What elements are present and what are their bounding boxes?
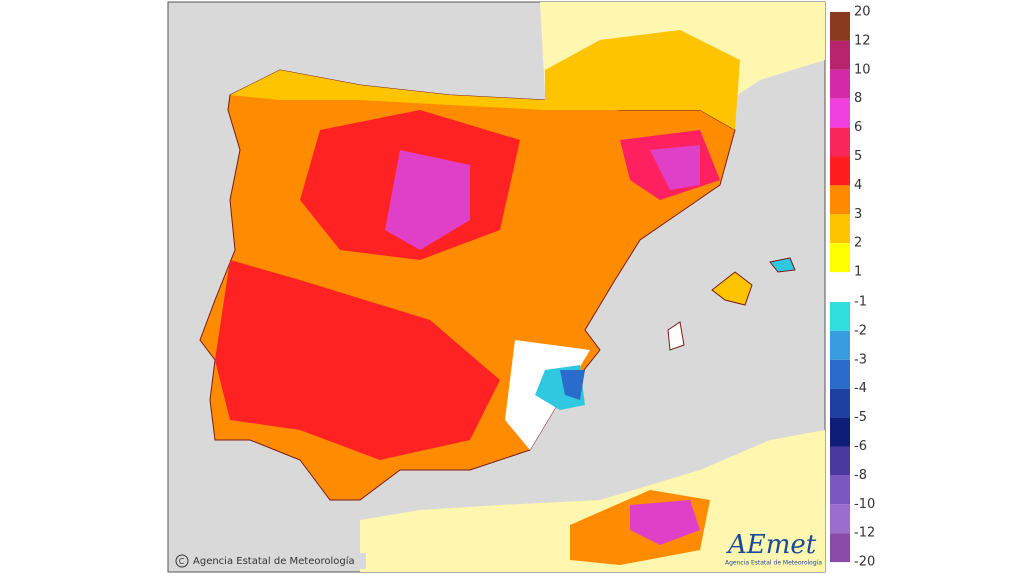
cold-zone [560,370,585,400]
map: C Agencia Estatal de Meteorología AEmet … [167,1,826,573]
island [667,321,685,351]
legend-label: 10 [854,62,871,77]
legend-swatch [830,330,850,360]
legend-swatch [830,156,850,186]
legend-label: -1 [854,295,867,310]
very-hot-zone [650,145,700,190]
africa-very-hot [630,500,700,545]
legend-swatch [830,446,850,476]
legend-swatch [830,504,850,534]
legend-swatch [830,214,850,244]
legend-label: 20 [854,5,871,20]
legend-swatch [830,98,850,128]
legend-label: -8 [854,468,867,483]
legend-label: 1 [854,265,862,280]
north-coast [230,30,740,130]
logo: AEmet [726,530,817,560]
legend-swatch [830,475,850,505]
legend-label: -5 [854,410,867,425]
legend-swatch [830,388,850,418]
copyright-c: C [179,557,185,566]
legend-label: 12 [854,33,871,48]
legend-swatch [830,359,850,389]
africa [360,430,825,572]
island [769,257,796,273]
legend-swatch [830,243,850,273]
legend-label: -2 [854,323,867,338]
legend-label: 3 [854,207,862,222]
hot-zone [215,260,500,460]
legend-swatch [830,127,850,157]
very-hot-zone [385,150,470,250]
logo-subtitle: Agencia Estatal de Meteorología [725,560,822,567]
legend-label: -6 [854,439,867,454]
legend-label: 6 [854,120,862,135]
legend-swatch [830,69,850,99]
legend: 20 12 10 8 6 5 4 3 2 1 -1 -2 -3 -4 -5 -6 -8 -10 -12 -20 [830,5,875,570]
credit: Agencia Estatal de Meteorología [193,555,355,567]
legend-swatch [830,417,850,447]
legend-label: 2 [854,236,862,251]
copyright-icon [175,554,189,568]
legend-swatch [830,40,850,70]
legend-swatch [830,12,850,41]
legend-label: 4 [854,178,862,193]
legend-label: -10 [854,497,875,512]
legend-label: -4 [854,381,867,396]
legend-label: -3 [854,352,867,367]
legend-swatch [830,533,850,563]
island [711,271,753,306]
legend-label: 5 [854,149,862,164]
legend-swatch [830,185,850,215]
legend-swatch [830,302,850,331]
credit-box [176,553,366,569]
legend-label: 8 [854,91,862,106]
legend-label: -12 [854,526,875,541]
legend-label: -20 [854,555,875,570]
